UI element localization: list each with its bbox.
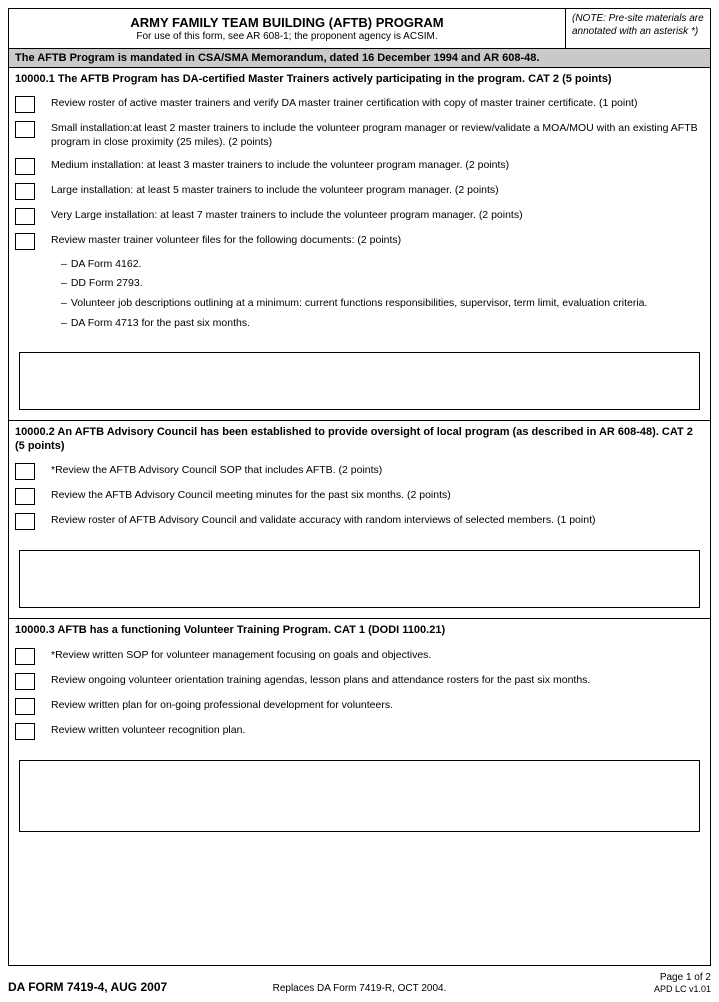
section-2-items: *Review the AFTB Advisory Council SOP th… xyxy=(9,463,710,544)
subitem: –DA Form 4162. xyxy=(61,256,704,273)
checkbox[interactable] xyxy=(15,463,35,480)
section-1: 10000.1 The AFTB Program has DA-certifie… xyxy=(9,68,710,421)
footer-page: Page 1 of 2 xyxy=(660,972,711,983)
check-text: Review written plan for on-going profess… xyxy=(51,698,704,712)
check-row: *Review written SOP for volunteer manage… xyxy=(15,648,704,665)
check-text: Review ongoing volunteer orientation tra… xyxy=(51,673,704,687)
checkbox[interactable] xyxy=(15,513,35,530)
checkbox[interactable] xyxy=(15,121,35,138)
comment-box[interactable] xyxy=(19,352,700,410)
footer-right: Page 1 of 2 APD LC v1.01 xyxy=(477,972,711,994)
check-text: Review master trainer volunteer files fo… xyxy=(51,233,704,247)
spacer xyxy=(9,842,710,965)
check-row: *Review the AFTB Advisory Council SOP th… xyxy=(15,463,704,480)
footer-form-id: DA FORM 7419-4, AUG 2007 xyxy=(8,980,242,994)
mandate-banner: The AFTB Program is mandated in CSA/SMA … xyxy=(9,49,710,68)
check-row: Review master trainer volunteer files fo… xyxy=(15,233,704,250)
check-text: Small installation:at least 2 master tra… xyxy=(51,121,704,149)
form-container: ARMY FAMILY TEAM BUILDING (AFTB) PROGRAM… xyxy=(8,8,711,966)
check-text: Review roster of AFTB Advisory Council a… xyxy=(51,513,704,527)
check-row: Medium installation: at least 3 master t… xyxy=(15,158,704,175)
checkbox[interactable] xyxy=(15,183,35,200)
checkbox[interactable] xyxy=(15,488,35,505)
check-row: Very Large installation: at least 7 mast… xyxy=(15,208,704,225)
check-text: Review roster of active master trainers … xyxy=(51,96,704,110)
check-text: Medium installation: at least 3 master t… xyxy=(51,158,704,172)
footer-replaces: Replaces DA Form 7419-R, OCT 2004. xyxy=(242,983,476,994)
section-1-items: Review roster of active master trainers … xyxy=(9,96,710,346)
subitem: –DA Form 4713 for the past six months. xyxy=(61,315,704,332)
section-3-heading: 10000.3 AFTB has a functioning Volunteer… xyxy=(9,619,710,643)
check-text: *Review the AFTB Advisory Council SOP th… xyxy=(51,463,704,477)
check-row: Large installation: at least 5 master tr… xyxy=(15,183,704,200)
checkbox[interactable] xyxy=(15,673,35,690)
check-row: Review written volunteer recognition pla… xyxy=(15,723,704,740)
section-2-heading: 10000.2 An AFTB Advisory Council has bee… xyxy=(9,421,710,460)
checkbox[interactable] xyxy=(15,698,35,715)
checkbox[interactable] xyxy=(15,648,35,665)
form-subtitle: For use of this form, see AR 608-1; the … xyxy=(17,31,557,42)
form-title: ARMY FAMILY TEAM BUILDING (AFTB) PROGRAM xyxy=(17,15,557,30)
check-text: Review written volunteer recognition pla… xyxy=(51,723,704,737)
check-row: Review roster of active master trainers … xyxy=(15,96,704,113)
section-3: 10000.3 AFTB has a functioning Volunteer… xyxy=(9,619,710,841)
comment-box[interactable] xyxy=(19,760,700,832)
section-2: 10000.2 An AFTB Advisory Council has bee… xyxy=(9,421,710,620)
check-text: *Review written SOP for volunteer manage… xyxy=(51,648,704,662)
check-text: Review the AFTB Advisory Council meeting… xyxy=(51,488,704,502)
check-row: Review ongoing volunteer orientation tra… xyxy=(15,673,704,690)
check-row: Review the AFTB Advisory Council meeting… xyxy=(15,488,704,505)
footer: DA FORM 7419-4, AUG 2007 Replaces DA For… xyxy=(8,972,711,994)
subitem: –Volunteer job descriptions outlining at… xyxy=(61,295,704,312)
checkbox[interactable] xyxy=(15,233,35,250)
section-3-items: *Review written SOP for volunteer manage… xyxy=(9,648,710,754)
check-text: Very Large installation: at least 7 mast… xyxy=(51,208,704,222)
header-row: ARMY FAMILY TEAM BUILDING (AFTB) PROGRAM… xyxy=(9,9,710,49)
header-note: (NOTE: Pre-site materials are annotated … xyxy=(565,9,710,48)
checkbox[interactable] xyxy=(15,723,35,740)
checkbox[interactable] xyxy=(15,208,35,225)
subitem: –DD Form 2793. xyxy=(61,275,704,292)
section-1-heading: 10000.1 The AFTB Program has DA-certifie… xyxy=(9,68,710,92)
footer-version: APD LC v1.01 xyxy=(477,984,711,994)
header-left: ARMY FAMILY TEAM BUILDING (AFTB) PROGRAM… xyxy=(9,9,565,48)
checkbox[interactable] xyxy=(15,96,35,113)
checkbox[interactable] xyxy=(15,158,35,175)
check-row: Review written plan for on-going profess… xyxy=(15,698,704,715)
check-row: Review roster of AFTB Advisory Council a… xyxy=(15,513,704,530)
check-text: Large installation: at least 5 master tr… xyxy=(51,183,704,197)
subitems: –DA Form 4162. –DD Form 2793. –Volunteer… xyxy=(61,256,704,332)
check-row: Small installation:at least 2 master tra… xyxy=(15,121,704,149)
comment-box[interactable] xyxy=(19,550,700,608)
